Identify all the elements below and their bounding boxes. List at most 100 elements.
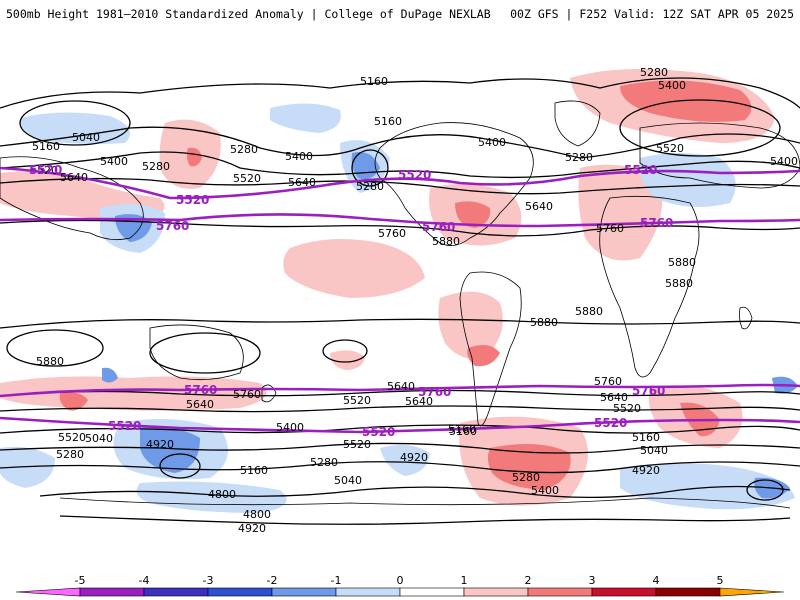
anomaly-shading — [0, 69, 798, 513]
coast-australia — [149, 324, 244, 381]
colorbar-arrow-low — [15, 587, 81, 597]
contour-label: 5640 — [600, 391, 628, 404]
contour-label: 5640 — [405, 395, 433, 408]
reference-contour-5520-north — [0, 166, 800, 200]
contour — [0, 389, 800, 397]
contour-label: 5640 — [525, 200, 553, 213]
contour-label: 5280 — [356, 180, 384, 193]
anomaly-positive — [283, 239, 425, 298]
contour-label: 5640 — [60, 171, 88, 184]
contour-label: 5160 — [632, 431, 660, 444]
contour — [0, 318, 800, 329]
contour-label: 5160 — [360, 75, 388, 88]
contour-label: 4920 — [632, 464, 660, 477]
contour-closed — [159, 453, 201, 479]
contour-label: 5520 — [613, 402, 641, 415]
contour-label: 5880 — [530, 316, 558, 329]
colorbar-swatch — [463, 587, 529, 597]
contour-closed — [322, 339, 368, 363]
contour-label: 5280 — [640, 66, 668, 79]
contour — [0, 405, 800, 413]
anomaly-negative — [380, 444, 430, 476]
contour-label: 5520 — [30, 164, 58, 177]
contour-labels: 5160 5040 5160 5400 5280 5520 5640 5400 … — [30, 66, 798, 535]
reference-contours — [0, 166, 800, 434]
colorbar-tick: 1 — [461, 574, 468, 587]
anomaly-positive-strong — [467, 344, 500, 367]
contour-label: 5280 — [565, 151, 593, 164]
coast-eurasia — [639, 122, 800, 189]
anomaly-positive — [330, 350, 365, 370]
colorbar-tick: 5 — [717, 574, 724, 587]
anomaly-positive-strong — [186, 147, 202, 167]
anomaly-negative-strong — [102, 367, 118, 383]
colorbar-swatch — [271, 587, 337, 597]
colorbar-swatch — [399, 587, 465, 597]
reference-label: 5520 — [594, 416, 627, 430]
contour-label: 5040 — [640, 444, 668, 457]
contour — [39, 485, 791, 498]
anomaly-negative — [136, 481, 287, 513]
coast-north-america — [374, 122, 534, 246]
contour-label: 5280 — [310, 456, 338, 469]
contour-label: 5520 — [343, 394, 371, 407]
contour-label: 5160 — [240, 464, 268, 477]
anomaly-negative — [0, 446, 55, 488]
contour — [0, 126, 800, 159]
contour-label: 5400 — [285, 150, 313, 163]
reference-label: 5520 — [362, 425, 395, 439]
coast-newzealand — [261, 384, 277, 403]
anomaly-positive-strong — [59, 392, 88, 411]
contour — [0, 424, 800, 434]
contour — [0, 461, 800, 474]
reference-label: 5760 — [156, 219, 189, 233]
contour-closed — [351, 149, 389, 187]
contour — [59, 515, 791, 525]
contour-label: 5400 — [531, 484, 559, 497]
anomaly-negative — [270, 103, 341, 133]
contour-label: 5760 — [233, 388, 261, 401]
colorbar-tick: 0 — [397, 574, 404, 587]
colorbar-tick: 3 — [589, 574, 596, 587]
colorbar-tick: -4 — [139, 574, 150, 587]
colorbar: -5 -4 -3 -2 -1 0 1 2 3 4 5 — [15, 574, 785, 597]
reference-label: 5760 — [184, 383, 217, 397]
anomaly-negative-strong — [140, 426, 200, 473]
contour-label: 5760 — [596, 222, 624, 235]
contour-label: 5040 — [334, 474, 362, 487]
anomaly-positive-strong — [620, 80, 752, 122]
colorbar-swatch — [335, 587, 401, 597]
contour-label: 5040 — [85, 432, 113, 445]
colorbar-swatch — [79, 587, 145, 597]
contour-label: 5520 — [58, 431, 86, 444]
contour-label: 5880 — [432, 235, 460, 248]
contour-label: 5880 — [668, 256, 696, 269]
weather-map: 5160 5040 5160 5400 5280 5520 5640 5400 … — [0, 28, 800, 563]
contour-closed — [746, 479, 784, 501]
colorbar-tick: -3 — [203, 574, 214, 587]
contour-closed — [619, 99, 781, 157]
contour-label: 5280 — [142, 160, 170, 173]
contour-label: 5160 — [374, 115, 402, 128]
model-valid-time: 00Z GFS | F252 Valid: 12Z SAT APR 05 202… — [510, 7, 794, 21]
reference-contour-5520-south — [0, 416, 800, 434]
contour-label: 5400 — [478, 136, 506, 149]
contour-label: 4800 — [243, 508, 271, 521]
coast-antarctica — [59, 497, 791, 509]
contour-label: 5640 — [186, 398, 214, 411]
contour-label: 4920 — [238, 522, 266, 535]
colorbar-swatch — [143, 587, 209, 597]
reference-label: 5760 — [632, 384, 665, 398]
contour-label: 5760 — [594, 375, 622, 388]
colorbar-swatch — [655, 587, 721, 597]
reference-contour-5760-north — [0, 213, 800, 228]
colorbar-tick: 2 — [525, 574, 532, 587]
header: 500mb Height 1981–2010 Standardized Anom… — [0, 0, 800, 28]
anomaly-negative — [620, 463, 795, 510]
contour-label: 5280 — [230, 143, 258, 156]
contour-label: 4800 — [208, 488, 236, 501]
anomaly-positive-strong — [455, 201, 491, 228]
contour-label: 5280 — [56, 448, 84, 461]
reference-label: 5520 — [398, 168, 431, 182]
contour — [0, 219, 800, 237]
